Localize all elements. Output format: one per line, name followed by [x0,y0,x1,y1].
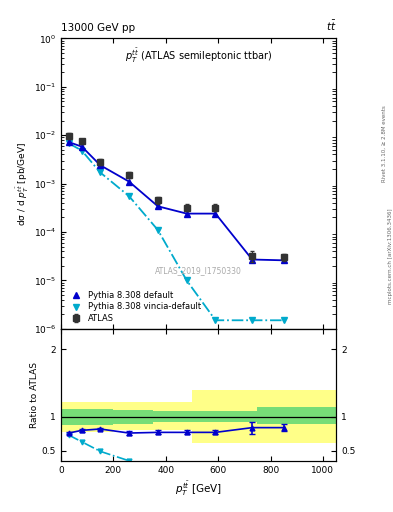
Pythia 8.308 default [281,257,286,263]
Pythia 8.308 default [66,139,71,145]
Pythia 8.308 vincia-default [184,278,189,284]
Pythia 8.308 default [98,162,103,168]
Line: Pythia 8.308 default: Pythia 8.308 default [66,139,286,263]
Pythia 8.308 default [156,203,160,209]
Pythia 8.308 default [250,257,255,263]
Text: Rivet 3.1.10, ≥ 2.8M events: Rivet 3.1.10, ≥ 2.8M events [382,105,387,182]
X-axis label: $p_T^{t\bar{t}}$ [GeV]: $p_T^{t\bar{t}}$ [GeV] [175,480,222,499]
Pythia 8.308 vincia-default [66,140,71,146]
Pythia 8.308 vincia-default [213,317,218,324]
Y-axis label: dσ / d $p_T^{t\bar{t}}$ [pb/GeV]: dσ / d $p_T^{t\bar{t}}$ [pb/GeV] [15,141,31,226]
Pythia 8.308 default [127,179,131,185]
Pythia 8.308 vincia-default [281,317,286,324]
Y-axis label: Ratio to ATLAS: Ratio to ATLAS [30,362,39,428]
Text: 13000 GeV pp: 13000 GeV pp [61,23,135,33]
Text: mcplots.cern.ch [arXiv:1306.3436]: mcplots.cern.ch [arXiv:1306.3436] [388,208,393,304]
Text: ATLAS_2019_I1750330: ATLAS_2019_I1750330 [155,266,242,275]
Text: $p_T^{t\bar{t}}$ (ATLAS semileptonic ttbar): $p_T^{t\bar{t}}$ (ATLAS semileptonic ttb… [125,47,272,66]
Pythia 8.308 vincia-default [250,317,255,324]
Pythia 8.308 default [79,143,84,150]
Text: $t\bar{t}$: $t\bar{t}$ [325,19,336,33]
Pythia 8.308 vincia-default [98,169,103,176]
Pythia 8.308 vincia-default [79,147,84,154]
Line: Pythia 8.308 vincia-default: Pythia 8.308 vincia-default [66,140,286,323]
Pythia 8.308 vincia-default [127,193,131,199]
Legend: Pythia 8.308 default, Pythia 8.308 vincia-default, ATLAS: Pythia 8.308 default, Pythia 8.308 vinci… [65,289,203,325]
Pythia 8.308 default [184,210,189,217]
Pythia 8.308 default [213,210,218,217]
Pythia 8.308 vincia-default [156,227,160,233]
